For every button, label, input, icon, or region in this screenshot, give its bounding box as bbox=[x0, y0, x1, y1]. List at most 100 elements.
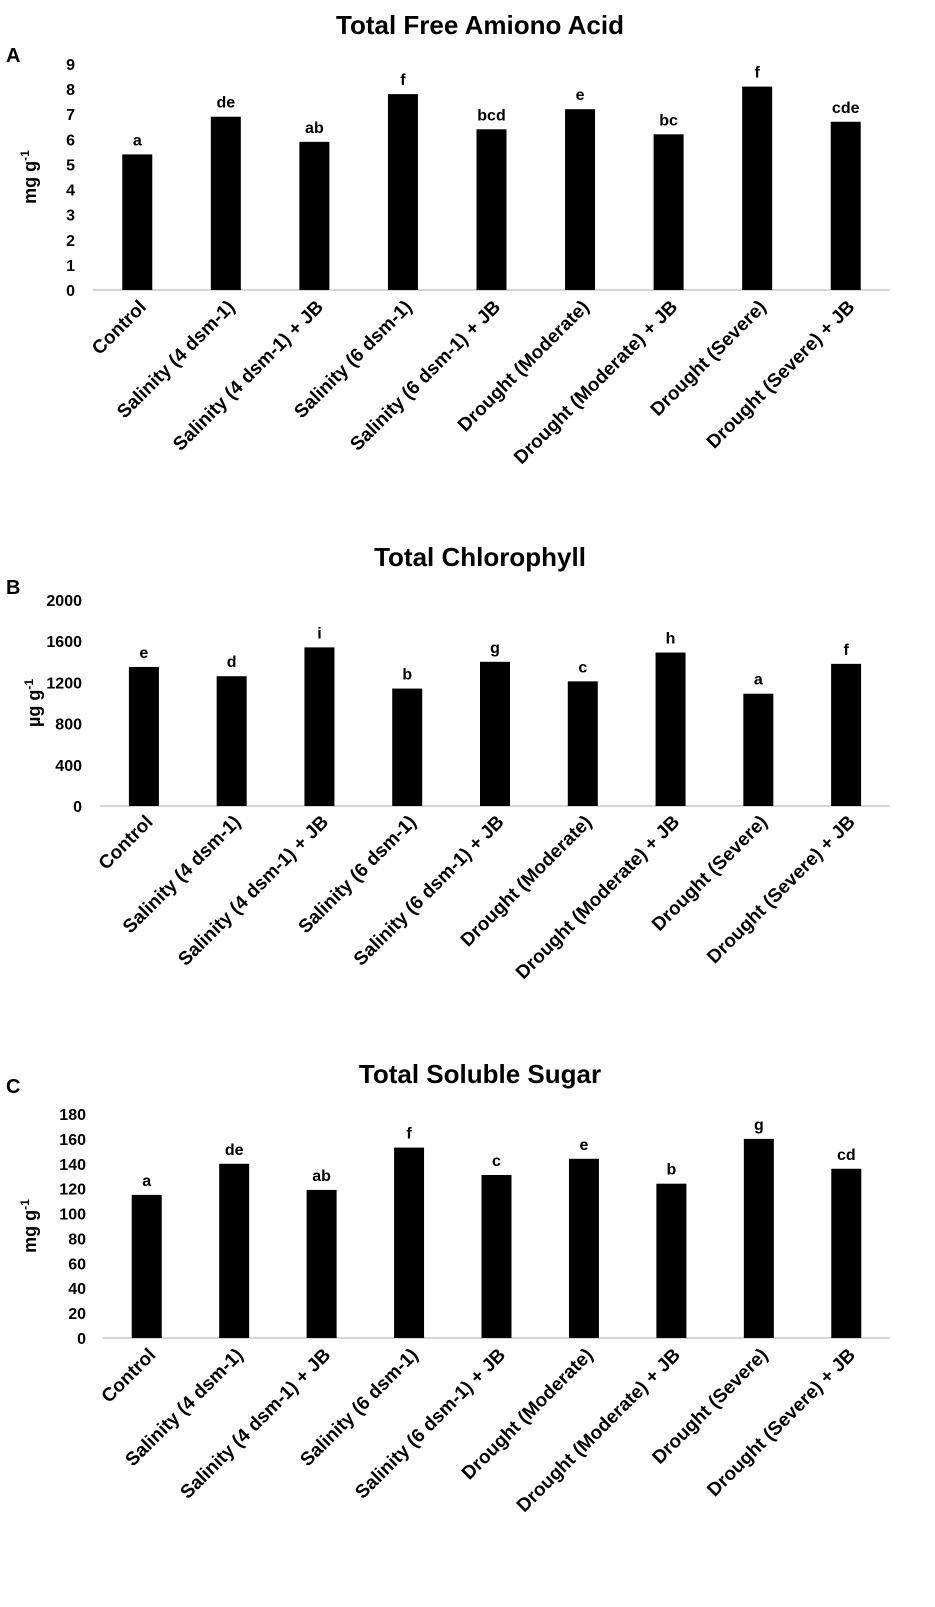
y-tick-label: 60 bbox=[68, 1256, 86, 1273]
panel-letter: C bbox=[6, 1076, 20, 1098]
significance-label: e bbox=[139, 645, 148, 662]
category-label: Control bbox=[88, 297, 151, 360]
bar bbox=[122, 154, 153, 290]
category-label: Drought (Severe) + JB bbox=[703, 297, 859, 453]
category-label: Drought (Severe) + JB bbox=[703, 812, 859, 968]
y-tick-label: 2000 bbox=[46, 593, 82, 610]
y-axis-label: mg g-1 bbox=[18, 1199, 40, 1253]
y-axis-label-text: µg g bbox=[24, 690, 44, 727]
y-tick-label: 160 bbox=[59, 1132, 86, 1149]
bar bbox=[304, 647, 335, 806]
significance-label: f bbox=[843, 642, 849, 659]
y-tick-label: 5 bbox=[66, 157, 75, 174]
bar bbox=[567, 681, 598, 806]
y-tick-label: 1200 bbox=[46, 675, 82, 692]
y-tick-label: 4 bbox=[66, 183, 75, 200]
category-label: Salinity (6 dsm-1) + JB bbox=[346, 297, 505, 456]
category-label: Control bbox=[98, 1345, 161, 1408]
bar bbox=[481, 1174, 512, 1338]
bar bbox=[131, 1194, 162, 1338]
bar bbox=[831, 663, 862, 806]
significance-label: bcd bbox=[477, 107, 505, 124]
significance-label: bc bbox=[659, 112, 678, 129]
bar bbox=[480, 661, 510, 806]
y-tick-label: 7 bbox=[66, 107, 75, 124]
significance-label: ab bbox=[305, 120, 324, 137]
bar bbox=[216, 676, 247, 806]
significance-label: c bbox=[578, 659, 587, 676]
chart-title: Total Free Amiono Acid bbox=[336, 10, 624, 40]
significance-label: h bbox=[666, 631, 676, 648]
bar bbox=[743, 1138, 774, 1338]
category-label: Salinity (4 dsm-1) + JB bbox=[177, 1345, 336, 1504]
category-label: Drought (Severe) + JB bbox=[703, 1345, 859, 1501]
panel-letter: B bbox=[6, 577, 20, 599]
y-tick-label: 140 bbox=[59, 1157, 86, 1174]
chart-panel-b: B Total Chlorophyll µg g-1 0 400 800 1200 1600 2… bbox=[6, 542, 890, 984]
bar bbox=[394, 1147, 425, 1338]
y-tick-label: 6 bbox=[66, 132, 75, 149]
y-tick-label: 120 bbox=[59, 1182, 86, 1199]
bar bbox=[742, 86, 773, 290]
y-axis-label: µg g-1 bbox=[22, 679, 44, 727]
significance-label: f bbox=[400, 72, 406, 89]
category-label: Salinity (4 dsm-1) + JB bbox=[169, 297, 328, 456]
significance-label: a bbox=[754, 672, 763, 689]
significance-label: e bbox=[576, 87, 585, 104]
bar bbox=[210, 116, 241, 290]
y-tick-label: 1 bbox=[66, 258, 75, 275]
category-label: Salinity (6 dsm-1) + JB bbox=[351, 1345, 510, 1504]
y-axis-label-superscript: -1 bbox=[22, 679, 36, 690]
chart-title: Total Soluble Sugar bbox=[359, 1059, 601, 1089]
category-label: Drought (Moderate) + JB bbox=[513, 1345, 685, 1517]
bar bbox=[830, 121, 861, 290]
y-tick-label: 9 bbox=[66, 57, 75, 74]
significance-label: g bbox=[490, 640, 500, 657]
category-label: Salinity (4 dsm-1) + JB bbox=[174, 812, 333, 971]
category-label: Drought (Moderate) + JB bbox=[512, 812, 684, 984]
bar bbox=[656, 1183, 687, 1338]
significance-label: d bbox=[227, 654, 237, 671]
bar bbox=[387, 94, 418, 290]
y-axis-label-superscript: -1 bbox=[18, 1199, 32, 1210]
significance-label: a bbox=[142, 1173, 151, 1190]
y-tick-label: 400 bbox=[55, 758, 82, 775]
bar bbox=[299, 141, 330, 290]
bar bbox=[743, 693, 774, 806]
y-tick-label: 0 bbox=[73, 799, 82, 816]
y-tick-label: 0 bbox=[77, 1331, 86, 1348]
category-label: Drought (Moderate) + JB bbox=[510, 297, 682, 469]
y-tick-label: 40 bbox=[68, 1281, 86, 1298]
y-axis-label-text: mg g bbox=[20, 161, 40, 204]
significance-label: cde bbox=[832, 100, 860, 117]
chart-panel-a: A Total Free Amiono Acid mg g-1 0 1 2 3 4 5 6 7 8 9 a… bbox=[6, 10, 890, 469]
y-axis-label-superscript: -1 bbox=[18, 150, 32, 161]
significance-label: de bbox=[225, 1142, 244, 1159]
category-label: Control bbox=[95, 812, 158, 875]
significance-label: f bbox=[755, 65, 761, 82]
y-tick-label: 3 bbox=[66, 208, 75, 225]
chart-panel-c: C Total Soluble Sugar mg g-1 0 20 40 60 80 100 12… bbox=[6, 1059, 890, 1517]
bar bbox=[568, 1158, 599, 1338]
bar bbox=[392, 688, 423, 806]
significance-label: cd bbox=[837, 1147, 856, 1164]
bar bbox=[655, 652, 686, 806]
y-tick-label: 80 bbox=[68, 1231, 86, 1248]
significance-label: c bbox=[492, 1153, 501, 1170]
category-label: Salinity (6 dsm-1) + JB bbox=[350, 812, 509, 971]
significance-label: i bbox=[317, 625, 321, 642]
significance-label: de bbox=[216, 95, 235, 112]
bar bbox=[565, 109, 596, 290]
significance-label: e bbox=[579, 1137, 588, 1154]
significance-label: a bbox=[133, 132, 142, 149]
significance-label: f bbox=[406, 1126, 412, 1143]
y-tick-label: 1600 bbox=[46, 634, 82, 651]
y-axis-label-text: mg g bbox=[20, 1210, 40, 1253]
y-axis-label: mg g-1 bbox=[18, 150, 40, 204]
bar bbox=[831, 1168, 862, 1338]
y-tick-label: 180 bbox=[59, 1107, 86, 1124]
significance-label: g bbox=[754, 1117, 764, 1134]
bar bbox=[219, 1163, 250, 1338]
significance-label: b bbox=[666, 1162, 676, 1179]
